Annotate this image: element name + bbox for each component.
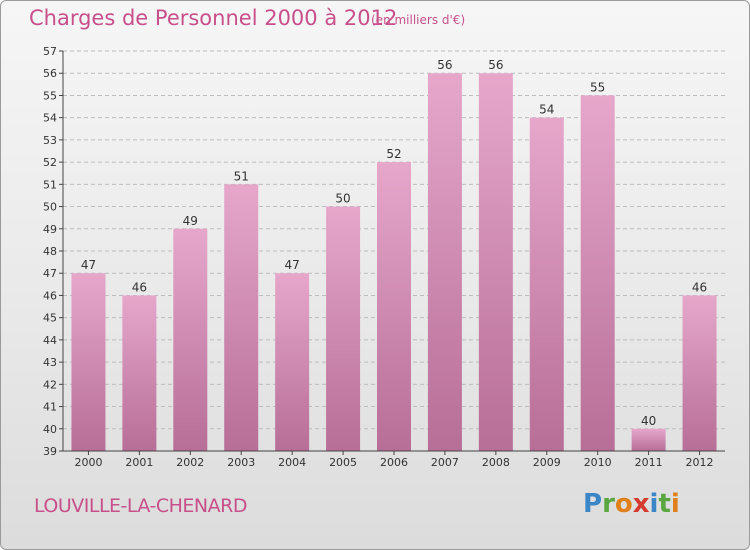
y-tick-label: 56 [43,67,57,80]
x-tick-label: 2008 [482,456,510,469]
bar-value-label: 46 [132,280,147,294]
logo-letter: o [614,489,633,519]
y-tick-label: 54 [43,112,57,125]
bar [478,73,513,451]
bar [71,273,106,451]
y-tick-label: 43 [43,356,57,369]
y-tick-label: 46 [43,289,57,302]
y-tick-label: 57 [43,45,57,58]
y-tick-label: 49 [43,223,57,236]
logo-letter: i [670,489,680,519]
y-tick-label: 44 [43,334,57,347]
x-tick-label: 2001 [125,456,153,469]
bar-value-label: 46 [692,280,707,294]
y-tick-label: 50 [43,201,57,214]
y-tick-label: 45 [43,312,57,325]
bar [326,206,361,451]
bar-value-label: 51 [234,169,249,183]
y-tick-label: 40 [43,423,57,436]
logo-letter: t [658,489,671,519]
bar-value-label: 47 [285,258,300,272]
y-tick-label: 41 [43,401,57,414]
bar-value-label: 52 [386,147,401,161]
bar-value-label: 54 [539,103,554,117]
logo-letter: i [649,489,659,519]
chart-subtitle: (en milliers d'€) [371,13,466,27]
bar-value-label: 56 [488,58,503,72]
x-tick-label: 2009 [533,456,561,469]
bar-value-label: 56 [437,58,452,72]
bar [682,295,717,451]
x-tick-label: 2012 [686,456,714,469]
y-tick-label: 39 [43,445,57,458]
logo-letter: x [632,489,650,519]
x-tick-label: 2011 [635,456,663,469]
y-tick-label: 47 [43,267,57,280]
bar-value-label: 50 [335,192,350,206]
bar-value-label: 49 [183,214,198,228]
x-tick-label: 2006 [380,456,408,469]
bar [580,95,615,451]
x-tick-label: 2007 [431,456,459,469]
chart-title: Charges de Personnel 2000 à 2012 [29,6,398,30]
bar [122,295,157,451]
logo-letter: P [583,489,603,519]
x-tick-label: 2010 [584,456,612,469]
y-tick-label: 53 [43,134,57,147]
y-tick-label: 51 [43,178,57,191]
bar-value-label: 55 [590,80,605,94]
x-tick-label: 2000 [74,456,102,469]
x-tick-label: 2003 [227,456,255,469]
bars: 47 46 49 51 47 50 52 56 56 54 55 40 46 [71,58,717,452]
bar-value-label: 40 [641,414,656,428]
axes: 39 40 41 42 43 44 45 46 47 48 49 50 51 52 53 54 55 56 57 20… [43,45,725,469]
y-tick-label: 55 [43,89,57,102]
x-tick-label: 2005 [329,456,357,469]
bar [427,73,462,451]
bar [173,228,208,451]
y-tick-label: 42 [43,378,57,391]
proxiti-logo: Proxiti [583,489,680,519]
x-tick-label: 2004 [278,456,306,469]
bar [275,273,310,451]
y-tick-label: 52 [43,156,57,169]
bar [631,428,666,451]
bar [224,184,259,452]
bar [529,117,564,452]
logo-letter: r [602,489,615,519]
bar [377,162,411,451]
bar-value-label: 47 [81,258,96,272]
town-name: LOUVILLE-LA-CHENARD [34,495,247,517]
y-tick-label: 48 [43,245,57,258]
x-tick-label: 2002 [176,456,204,469]
